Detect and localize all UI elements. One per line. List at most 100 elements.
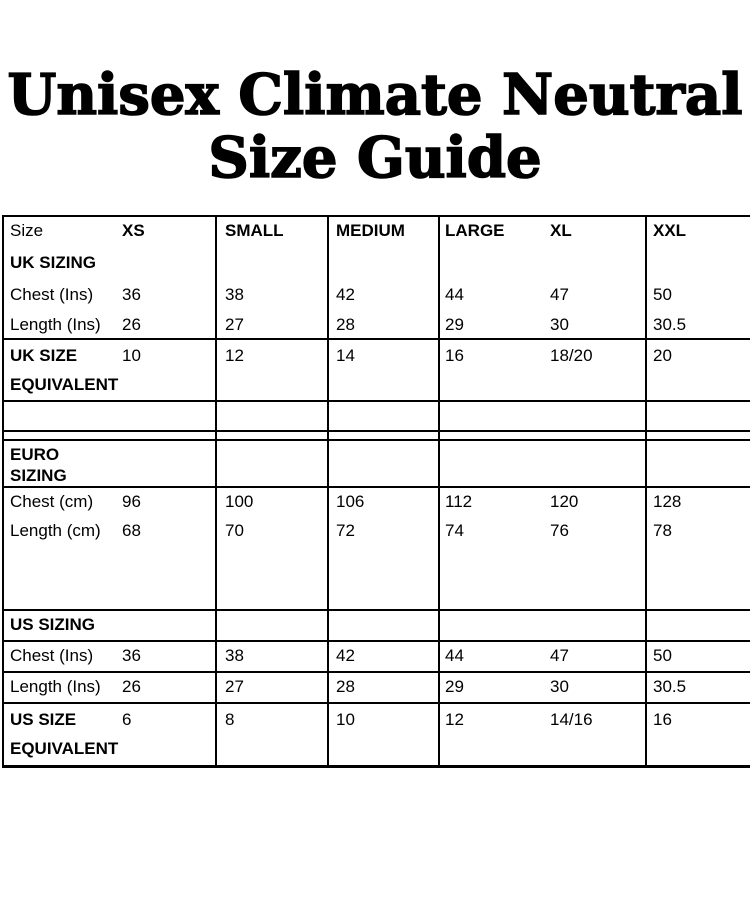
empty-cell [546,431,646,441]
value-cell: 27 [215,311,328,340]
value-cell: 12 [215,339,328,402]
value-cell: 30.5 [645,672,750,704]
value-cell: 14 [327,339,439,402]
value-cell: 44 [438,641,546,673]
value-cell: 28 [327,672,439,704]
empty-cell [438,401,546,432]
empty-cell [119,401,216,432]
row-label-cell: Length (cm) [2,517,119,548]
section-cell-us-size-equivalent: US SIZE EQUIVALENT [2,703,119,768]
table-row: UK SIZING [2,249,750,281]
empty-cell [215,249,328,281]
header-cell-small: SMALL [215,215,328,249]
header-cell-xxl: XXL [645,215,750,249]
value-cell: 18/20 [546,339,646,402]
row-label-cell: Chest (Ins) [2,641,119,673]
value-cell: 16 [438,339,546,402]
size-guide-table: Size XS SMALL MEDIUM LARGE XL XXL UK SIZ… [2,215,750,768]
table-row: UK SIZE EQUIVALENT 10 12 14 16 18/20 20 [2,339,750,402]
table-row: Chest (Ins) 36 38 42 44 47 50 [2,281,750,311]
table-row: EURO SIZING [2,440,750,488]
empty-cell [119,610,216,642]
value-cell: 10 [327,703,439,768]
value-cell: 20 [645,339,750,402]
empty-cell [327,401,439,432]
empty-cell [215,610,328,642]
empty-cell [546,249,646,281]
value-cell: 42 [327,281,439,311]
table-row: US SIZING [2,610,750,642]
empty-cell [327,249,439,281]
empty-cell [2,548,119,611]
value-cell: 68 [122,521,141,540]
value-cell: 30 [546,311,646,340]
header-cell-medium: MEDIUM [327,215,439,249]
table-row: Length (Ins) 26 27 28 29 30 30.5 [2,672,750,704]
value-cell: 27 [215,672,328,704]
value-cell: 47 [546,641,646,673]
value-cell: 128 [645,487,750,517]
empty-cell [215,440,328,488]
row-label-cell: Chest (Ins) [2,281,119,311]
table-row: US SIZE EQUIVALENT 6 8 10 12 14/16 16 [2,703,750,768]
empty-cell [119,431,216,441]
section-cell-us-sizing: US SIZING [2,610,119,642]
row-label-cell: Length (Ins) [2,672,119,704]
value-cell: 28 [327,311,439,340]
empty-cell [645,610,750,642]
value-cell: 70 [215,517,328,548]
value-cell: 6 [119,703,216,768]
empty-cell [215,401,328,432]
empty-cell [215,548,328,611]
value-cell: 38 [215,281,328,311]
empty-cell [119,440,216,488]
empty-cell [546,610,646,642]
header-cell-xl: XL [546,215,646,249]
empty-row [2,548,750,611]
empty-row [2,401,750,432]
page-title: Unisex Climate Neutral Size Guide [0,63,750,191]
empty-cell [645,548,750,611]
section-cell-uk-sizing: UK SIZING [2,249,119,281]
empty-cell [645,440,750,488]
empty-cell [2,431,119,441]
empty-cell [645,401,750,432]
value-cell: 12 [438,703,546,768]
value-cell: 120 [550,492,579,511]
value-cell: 50 [645,281,750,311]
empty-cell [327,440,439,488]
value-cell: 14/16 [546,703,646,768]
value-cell: 8 [215,703,328,768]
empty-cell [119,249,216,281]
value-cell: 76 [550,521,569,540]
empty-cell [546,548,646,611]
value-cell: 106 [327,487,439,517]
value-cell: 29 [438,672,546,704]
value-cell: 112 [438,487,546,517]
value-cell: 36 [119,641,216,673]
value-cell: 78 [645,517,750,548]
table-row: Length (Ins) 26 27 28 29 30 30.5 [2,311,750,340]
value-cell: 10 [119,339,216,402]
empty-cell [645,431,750,441]
table-row: Chest (Ins) 36 38 42 44 47 50 [2,641,750,673]
empty-cell [546,401,646,432]
value-cell: 50 [645,641,750,673]
header-cell-large: LARGE [438,215,546,249]
header-cell-size: Size [2,215,119,249]
table-header-row: Size XS SMALL MEDIUM LARGE XL XXL [2,215,750,249]
value-cell: 44 [438,281,546,311]
empty-cell [327,610,439,642]
empty-cell [438,610,546,642]
empty-cell [438,249,546,281]
empty-cell [2,401,119,432]
empty-row [2,431,750,441]
empty-cell [438,440,546,488]
value-cell: 38 [215,641,328,673]
empty-cell [645,249,750,281]
row-label-cell: Chest (cm) [2,487,119,517]
value-cell: 30.5 [645,311,750,340]
empty-cell [438,431,546,441]
empty-cell [215,431,328,441]
empty-cell [546,440,646,488]
